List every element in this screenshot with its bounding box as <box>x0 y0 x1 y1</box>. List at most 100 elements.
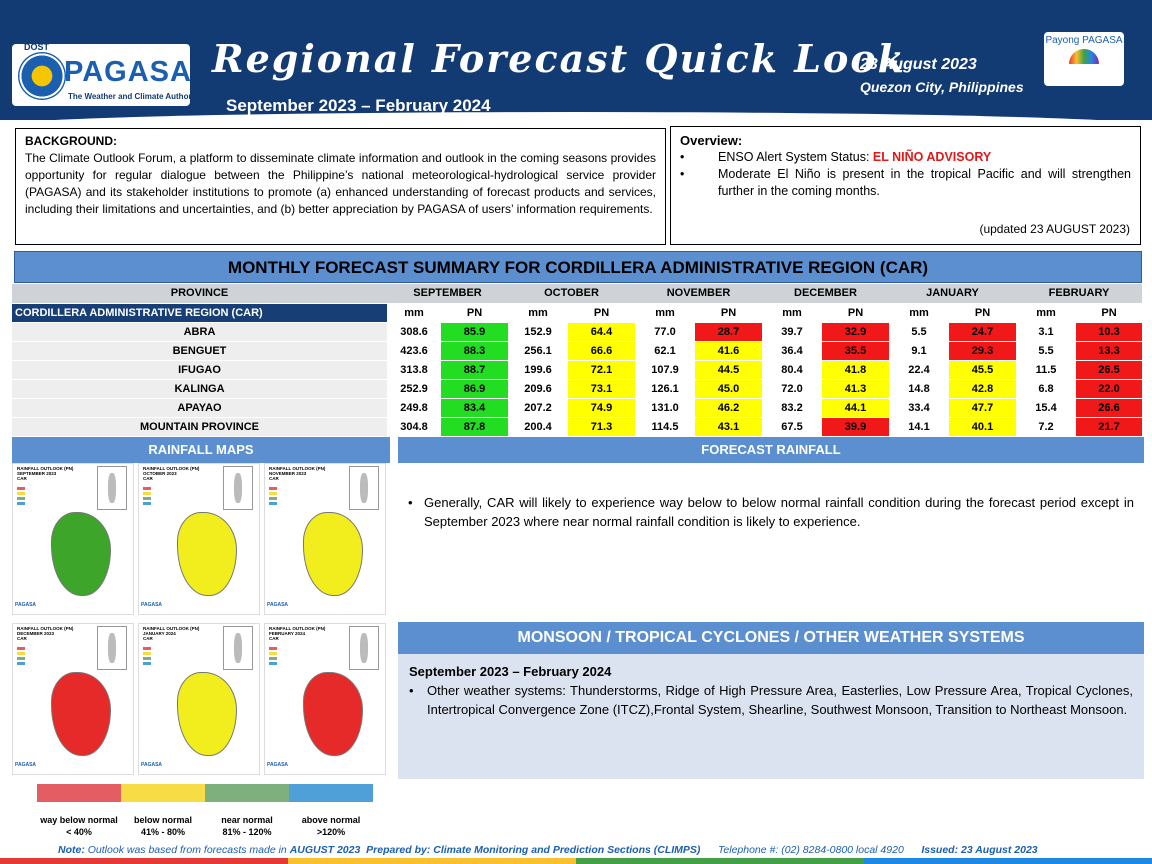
pn-value: 32.9 <box>822 322 889 342</box>
map-title: RAINFALL OUTLOOK (PN) NOVEMBER 2023 CAR <box>269 466 326 481</box>
province-name: APAYAO <box>12 398 387 418</box>
pn-value: 22.0 <box>1076 379 1142 399</box>
legend-swatch <box>17 657 25 660</box>
mm-value: 62.1 <box>635 341 695 361</box>
legend-category: above normal <box>301 815 361 825</box>
legend-swatch <box>17 647 25 650</box>
pn-value: 86.9 <box>441 379 508 399</box>
pn-value: 41.6 <box>695 341 762 361</box>
legend-range: >120% <box>316 827 346 837</box>
province-header: PROVINCE <box>12 284 387 304</box>
month-header: OCTOBER <box>508 284 635 304</box>
map-title: RAINFALL OUTLOOK (PN) SEPTEMBER 2023 CAR <box>17 466 74 481</box>
mm-value: 72.0 <box>762 379 822 399</box>
mm-value: 33.4 <box>889 398 949 418</box>
pagasa-seal-icon <box>18 52 66 100</box>
legend-swatch <box>269 657 277 660</box>
mm-value: 152.9 <box>508 322 568 342</box>
month-header: FEBRUARY <box>1016 284 1142 304</box>
legend-swatch <box>269 652 277 655</box>
pn-value: 42.8 <box>949 379 1016 399</box>
background-text: The Climate Outlook Forum, a platform to… <box>25 151 656 216</box>
background-heading: BACKGROUND: <box>25 134 117 148</box>
map-title: RAINFALL OUTLOOK (PN) DECEMBER 2023 CAR <box>17 626 74 641</box>
pn-value: 88.3 <box>441 341 508 361</box>
summary-title: MONTHLY FORECAST SUMMARY FOR CORDILLERA … <box>14 251 1142 283</box>
bullet-icon: • <box>680 150 685 164</box>
forecast-rainfall-text: Generally, CAR will likely to experience… <box>424 495 1134 529</box>
footer-note-label: Note: <box>58 844 85 856</box>
overview-item: • ENSO Alert System Status: EL NIÑO ADVI… <box>680 149 1131 166</box>
province-name: KALINGA <box>12 379 387 399</box>
legend-swatch <box>17 662 25 665</box>
mm-value: 207.2 <box>508 398 568 418</box>
legend-color-bar <box>37 784 121 802</box>
pn-header: PN <box>441 303 508 323</box>
legend-category: below normal <box>133 815 192 825</box>
overview-heading: Overview: <box>680 133 743 148</box>
map-legend <box>269 646 279 666</box>
rainfall-map: RAINFALL OUTLOOK (PN) JANUARY 2024 CAR PA… <box>138 623 260 775</box>
table-row: APAYAO 249.8 83.4 207.2 74.9 131.0 46.2 83.2 44.… <box>12 398 1142 418</box>
legend-swatch <box>269 647 277 650</box>
legend-color-bar <box>121 784 205 802</box>
location-inset-icon <box>97 626 127 670</box>
table-header-row: PROVINCE SEPTEMBER OCTOBER NOVEMBER DECE… <box>12 284 1142 304</box>
pn-value: 41.8 <box>822 360 889 380</box>
legend-range: < 40% <box>66 827 92 837</box>
enso-status: EL NIÑO ADVISORY <box>872 150 992 164</box>
mm-header: mm <box>762 303 822 323</box>
mm-value: 107.9 <box>635 360 695 380</box>
payong-pagasa-logo: Payong PAGASA <box>1044 32 1124 86</box>
footer-issued: Issued: 23 August 2023 <box>921 844 1038 856</box>
province-name: MOUNTAIN PROVINCE <box>12 417 387 437</box>
logo-dost: DOST <box>24 42 50 52</box>
mm-value: 9.1 <box>889 341 949 361</box>
legend-swatch <box>269 662 277 665</box>
legend-category: way below normal <box>40 815 118 825</box>
table-row: BENGUET 423.6 88.3 256.1 66.6 62.1 41.6 36.4 35.… <box>12 341 1142 361</box>
pn-header: PN <box>695 303 762 323</box>
table-row: IFUGAO 313.8 88.7 199.6 72.1 107.9 44.5 80.4 41.… <box>12 360 1142 380</box>
legend-label: above normal >120% <box>279 814 383 838</box>
mm-header: mm <box>1016 303 1076 323</box>
pn-value: 28.7 <box>695 322 762 342</box>
legend-swatch <box>269 502 277 505</box>
legend-swatch <box>17 487 25 490</box>
legend-swatch <box>269 497 277 500</box>
bullet-icon: • <box>680 167 685 181</box>
monsoon-body: September 2023 – February 2024 • Other w… <box>398 654 1144 779</box>
legend-range: 41% - 80% <box>140 827 186 837</box>
legend-swatch <box>143 492 151 495</box>
legend-color-bar <box>205 784 289 802</box>
pn-value: 72.1 <box>568 360 635 380</box>
pn-header: PN <box>822 303 889 323</box>
footer-telephone: Telephone #: (02) 8284-0800 local 4920 <box>717 844 904 856</box>
car-region-shape <box>51 672 111 756</box>
pn-value: 21.7 <box>1076 417 1142 437</box>
mm-value: 22.4 <box>889 360 949 380</box>
pn-value: 85.9 <box>441 322 508 342</box>
map-legend <box>269 486 279 506</box>
page-subtitle: September 2023 – February 2024 <box>226 96 491 115</box>
monsoon-period: September 2023 – February 2024 <box>409 664 612 679</box>
location-inset-icon <box>223 466 253 510</box>
rainfall-maps-title: RAINFALL MAPS <box>12 437 390 463</box>
header-banner <box>0 0 1152 120</box>
legend-swatch <box>143 647 151 650</box>
monsoon-title: MONSOON / TROPICAL CYCLONES / OTHER WEAT… <box>398 622 1144 654</box>
car-region-shape <box>303 672 363 756</box>
legend-swatch <box>17 497 25 500</box>
bullet-icon: • <box>408 495 413 510</box>
map-footer-logo: PAGASA <box>15 602 37 608</box>
mm-value: 252.9 <box>387 379 441 399</box>
pn-value: 29.3 <box>949 341 1016 361</box>
legend-label: below normal 41% - 80% <box>111 814 215 838</box>
mm-value: 7.2 <box>1016 417 1076 437</box>
legend-swatch <box>269 492 277 495</box>
location-inset-icon <box>349 626 379 670</box>
overview-item: • Moderate El Niño is present in the tro… <box>680 166 1131 200</box>
month-header: NOVEMBER <box>635 284 762 304</box>
legend-swatch <box>17 502 25 505</box>
map-legend <box>143 486 153 506</box>
